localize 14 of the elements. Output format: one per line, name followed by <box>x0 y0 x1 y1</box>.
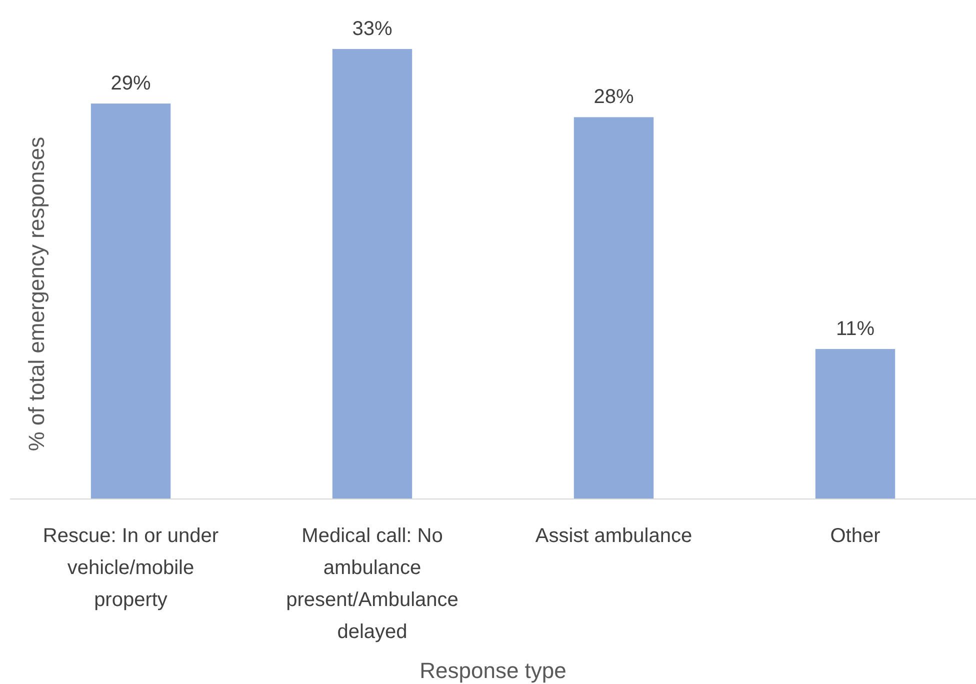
data-label: 29% <box>110 72 151 95</box>
bar <box>815 349 896 499</box>
data-label: 33% <box>352 18 392 40</box>
x-axis-title: Response type <box>420 658 566 683</box>
x-tick-label: Medical call: No ambulance present/Ambulance delayed <box>286 525 458 643</box>
bar <box>574 117 654 499</box>
y-axis-title: % of total emergency responses <box>24 136 49 452</box>
x-tick-label: Assist ambulance <box>535 525 692 547</box>
x-tick-label: Rescue: In or under vehicle/mobile property <box>42 525 219 611</box>
x-tick-label: Other <box>830 525 881 547</box>
bar <box>332 49 412 499</box>
data-label: 11% <box>836 318 875 340</box>
bar <box>90 104 171 499</box>
data-label: 28% <box>594 86 634 108</box>
